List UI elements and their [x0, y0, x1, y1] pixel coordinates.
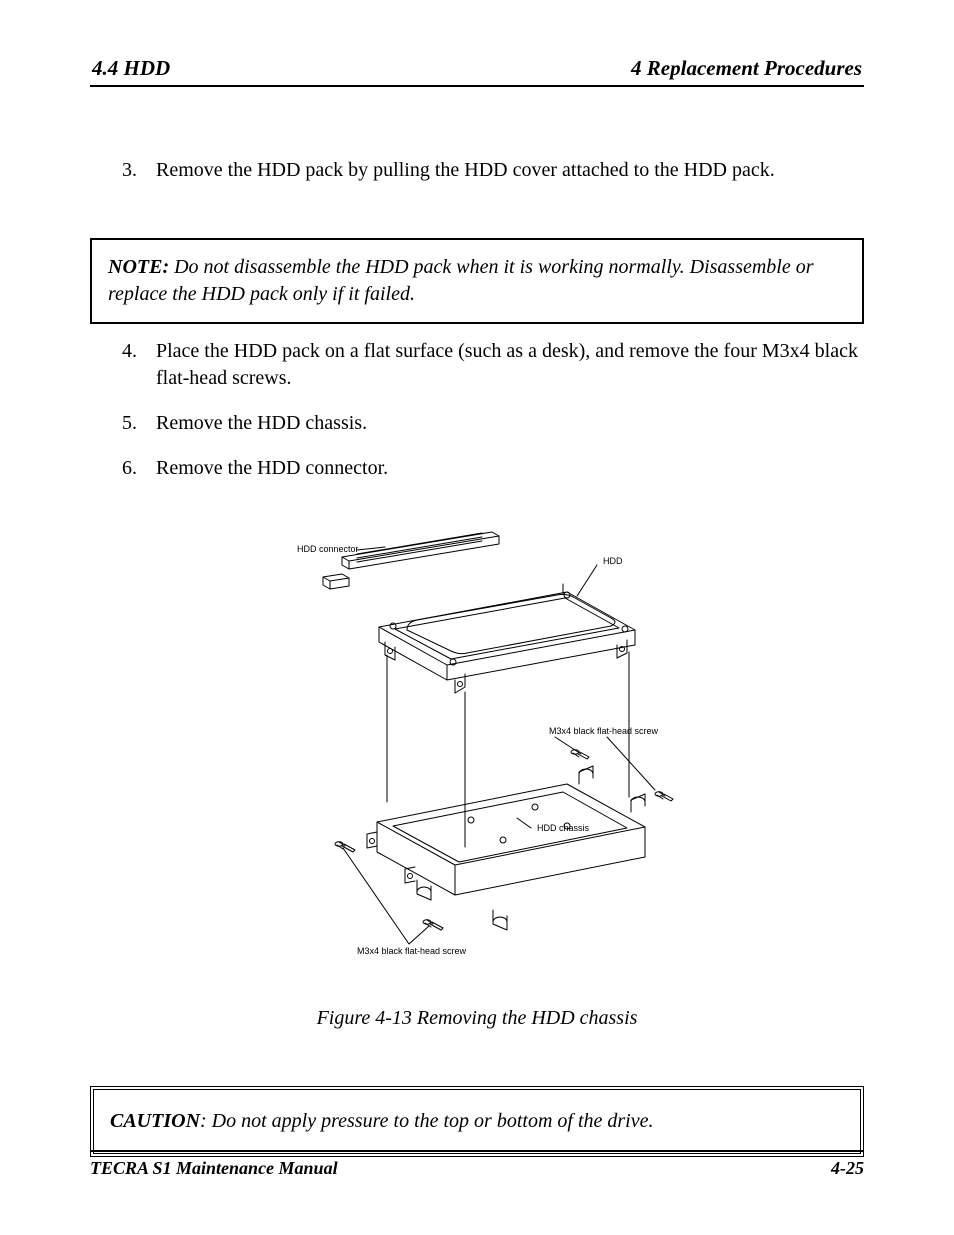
note-box: NOTE: Do not disassemble the HDD pack wh…: [90, 238, 864, 324]
step-3: 3. Remove the HDD pack by pulling the HD…: [90, 157, 864, 184]
caution-box: CAUTION: Do not apply pressure to the to…: [90, 1086, 864, 1157]
figure-caption: Figure 4-13 Removing the HDD chassis: [90, 1007, 864, 1030]
hdd-shape: [379, 592, 635, 693]
caution-label: CAUTION: [110, 1110, 200, 1132]
hdd-chassis-shape: [367, 766, 645, 930]
footer-right: 4-25: [831, 1158, 864, 1179]
header-left: 4.4 HDD: [92, 56, 170, 81]
step-3-text: Remove the HDD pack by pulling the HDD c…: [156, 157, 864, 184]
footer-rule: [90, 1150, 864, 1152]
step-6: 6. Remove the HDD connector.: [90, 455, 864, 482]
caution-body: : Do not apply pressure to the top or bo…: [200, 1110, 653, 1132]
page-footer: TECRA S1 Maintenance Manual 4-25: [90, 1150, 864, 1179]
step-6-text: Remove the HDD connector.: [156, 455, 864, 482]
content: 3. Remove the HDD pack by pulling the HD…: [90, 87, 864, 1157]
step-3-number: 3.: [90, 157, 156, 184]
note-label: NOTE:: [108, 256, 169, 278]
screw-bottom-shapes: [335, 842, 443, 930]
label-screw-top: M3x4 black flat-head screw: [549, 726, 659, 736]
step-4: 4. Place the HDD pack on a flat surface …: [90, 338, 864, 392]
step-4-text: Place the HDD pack on a flat surface (su…: [156, 338, 864, 392]
page-header: 4.4 HDD 4 Replacement Procedures: [90, 56, 864, 85]
screw-top-shapes: [571, 750, 673, 801]
page: 4.4 HDD 4 Replacement Procedures 3. Remo…: [0, 0, 954, 1235]
step-5-number: 5.: [90, 410, 156, 437]
figure: HDD connector HDD M3x4 black flat-head s…: [90, 522, 864, 967]
footer-left: TECRA S1 Maintenance Manual: [90, 1158, 338, 1179]
step-6-number: 6.: [90, 455, 156, 482]
hdd-connector-shape: [323, 532, 499, 589]
step-5: 5. Remove the HDD chassis.: [90, 410, 864, 437]
step-5-text: Remove the HDD chassis.: [156, 410, 864, 437]
hdd-diagram: HDD connector HDD M3x4 black flat-head s…: [267, 522, 687, 962]
note-body: Do not disassemble the HDD pack when it …: [108, 256, 814, 305]
label-hdd-chassis: HDD chassis: [537, 823, 590, 833]
label-hdd-connector: HDD connector: [297, 544, 359, 554]
step-4-number: 4.: [90, 338, 156, 392]
header-right: 4 Replacement Procedures: [631, 56, 862, 81]
label-screw-bottom: M3x4 black flat-head screw: [357, 946, 467, 956]
label-hdd: HDD: [603, 556, 623, 566]
